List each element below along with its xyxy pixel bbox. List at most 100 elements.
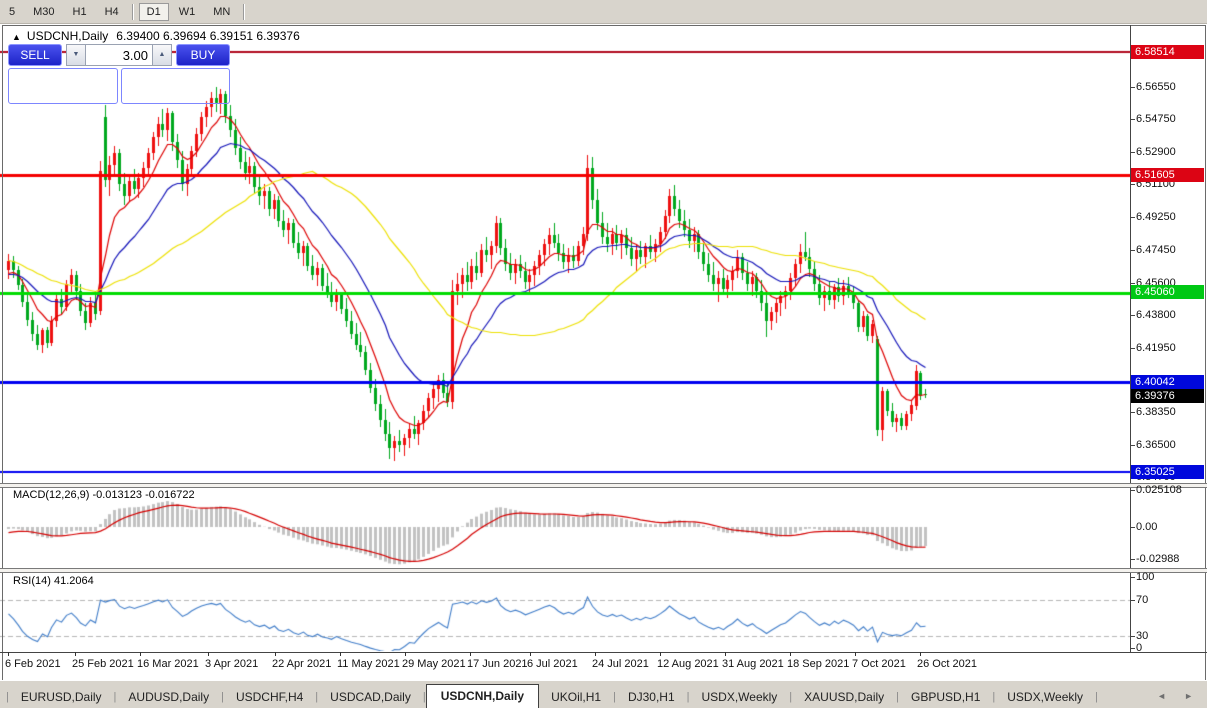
time-axis-label: 24 Jul 2021	[592, 658, 649, 670]
sell-price-small: 6.39	[31, 85, 55, 99]
rsi-axis-tickmark	[1130, 577, 1135, 578]
tab-separator: |	[686, 691, 690, 703]
macd-axis-tickmark	[1130, 559, 1135, 560]
time-axis-label: 7 Oct 2021	[852, 658, 906, 670]
price-axis-tickmark	[1130, 152, 1135, 153]
tab-scroll-left-icon[interactable]: ◄	[1157, 691, 1167, 701]
tab-usdx-weekly[interactable]: USDX,Weekly	[701, 690, 778, 704]
price-axis-label: 6.56550	[1136, 81, 1176, 93]
lot-increase-button[interactable]: ▲	[152, 44, 172, 66]
lot-decrease-button[interactable]: ▼	[66, 44, 86, 66]
time-axis-tickmark	[855, 652, 856, 656]
sell-button[interactable]: SELL	[8, 44, 62, 66]
time-axis-tickmark	[75, 652, 76, 656]
tab-separator: |	[422, 691, 426, 703]
tab-audusd-daily[interactable]: AUDUSD,Daily	[128, 690, 210, 704]
rsi-axis-tickmark	[1130, 636, 1135, 637]
price-axis-line	[1130, 25, 1131, 653]
tab-eurusd-daily[interactable]: EURUSD,Daily	[20, 690, 102, 704]
price-axis-label: 6.49250	[1136, 211, 1176, 223]
time-axis-tickmark	[920, 652, 921, 656]
time-axis-tickmark	[470, 652, 471, 656]
time-axis-label: 6 Jul 2021	[527, 658, 578, 670]
buy-price-pip: 0	[199, 78, 207, 94]
price-axis-tickmark	[1130, 184, 1135, 185]
tab-separator: |	[1095, 691, 1098, 703]
macd-axis-tickmark	[1130, 527, 1135, 528]
tab-separator: |	[6, 691, 9, 703]
price-axis-tickmark	[1130, 119, 1135, 120]
sell-price-pip: 9	[86, 78, 95, 94]
tab-separator: |	[896, 691, 900, 703]
time-axis-tickmark	[660, 652, 661, 656]
price-level-badge: 6.35025	[1131, 465, 1204, 479]
time-axis-tickmark	[530, 652, 531, 656]
buy-price-big: 86	[168, 71, 200, 103]
sell-price-display[interactable]: 6.39 37 9	[8, 68, 118, 104]
tab-scroll-right-icon[interactable]: ►	[1184, 691, 1193, 701]
price-axis-label: 6.43800	[1136, 309, 1176, 321]
price-axis-tickmark	[1130, 87, 1135, 88]
buy-price-small: 6.39	[143, 85, 167, 99]
rsi-axis-label: 70	[1136, 594, 1149, 606]
chart-canvas[interactable]	[0, 0, 1130, 680]
tab-usdchf-h4[interactable]: USDCHF,H4	[235, 690, 304, 704]
time-axis-label: 11 May 2021	[337, 658, 400, 670]
time-axis-label: 12 Aug 2021	[657, 658, 719, 670]
time-axis-tickmark	[595, 652, 596, 656]
chart-ohlc-values: 6.39400 6.39694 6.39151 6.39376	[116, 29, 300, 43]
time-axis-label: 6 Feb 2021	[5, 658, 61, 670]
chart-symbol-title: USDCNH,Daily	[26, 29, 109, 43]
rsi-axis-tickmark	[1130, 600, 1135, 601]
sell-price-big: 37	[56, 71, 87, 103]
price-axis-tickmark	[1130, 412, 1135, 413]
buy-price-display[interactable]: 6.39 86 0	[120, 68, 230, 104]
tab-separator: |	[613, 691, 616, 703]
price-level-badge: 6.58514	[1131, 45, 1204, 59]
time-axis-label: 25 Feb 2021	[72, 658, 134, 670]
price-axis-tickmark	[1130, 217, 1135, 218]
price-axis-tickmark	[1130, 250, 1135, 251]
pane-separator-main-macd[interactable]	[0, 483, 1207, 488]
time-axis-label: 3 Apr 2021	[205, 658, 259, 670]
time-axis-tickmark	[8, 652, 9, 656]
tab-usdcnh-daily[interactable]: USDCNH,Daily	[425, 684, 540, 708]
price-level-badge: 6.39376	[1131, 389, 1204, 403]
collapse-panel-icon[interactable]: ▲	[12, 32, 21, 42]
tab-usdcad-daily[interactable]: USDCAD,Daily	[330, 690, 411, 704]
time-axis-label: 17 Jun 2021	[467, 658, 528, 670]
tab-xauusd-daily[interactable]: XAUUSD,Daily	[804, 690, 885, 704]
tab-usdx-weekly[interactable]: USDX,Weekly	[1007, 690, 1084, 704]
time-axis-label: 16 Mar 2021	[137, 658, 199, 670]
tab-separator: |	[315, 691, 319, 703]
time-axis-label: 18 Sep 2021	[787, 658, 850, 670]
tab-separator: |	[113, 691, 117, 703]
time-axis-tickmark	[275, 652, 276, 656]
time-axis-tickmark	[725, 652, 726, 656]
tab-dj30-h1[interactable]: DJ30,H1	[627, 690, 675, 704]
rsi-axis-tickmark	[1130, 648, 1135, 649]
tab-gbpusd-h1[interactable]: GBPUSD,H1	[911, 690, 981, 704]
pane-separator-macd-rsi[interactable]	[0, 568, 1207, 573]
lot-size-input[interactable]	[86, 44, 152, 66]
tab-scroll-nav: ◄ ►	[1157, 691, 1207, 708]
price-level-badge: 6.40042	[1131, 375, 1204, 389]
chart-tab-bar: | EURUSD,Daily | AUDUSD,Daily | USDCHF,H4 | USD…	[0, 680, 1207, 708]
price-axis-label: 6.36500	[1136, 439, 1176, 451]
price-axis-label: 6.38350	[1136, 406, 1176, 418]
rsi-axis-label: 0	[1136, 642, 1143, 654]
price-axis-label: 6.52900	[1136, 146, 1176, 158]
time-axis-label: 22 Apr 2021	[272, 658, 332, 670]
macd-axis-label: 0.00	[1136, 521, 1158, 533]
price-axis-tickmark	[1130, 348, 1135, 349]
macd-axis-tickmark	[1130, 490, 1135, 491]
macd-axis-label: 0.025108	[1136, 484, 1182, 496]
buy-button[interactable]: BUY	[176, 44, 230, 66]
time-axis-tickmark	[405, 652, 406, 656]
price-level-badge: 6.45060	[1131, 285, 1204, 299]
price-axis-tickmark	[1130, 445, 1135, 446]
tab-separator: |	[221, 691, 224, 703]
tab-ukoil-h1[interactable]: UKOil,H1	[551, 690, 602, 704]
time-axis-tickmark	[140, 652, 141, 656]
